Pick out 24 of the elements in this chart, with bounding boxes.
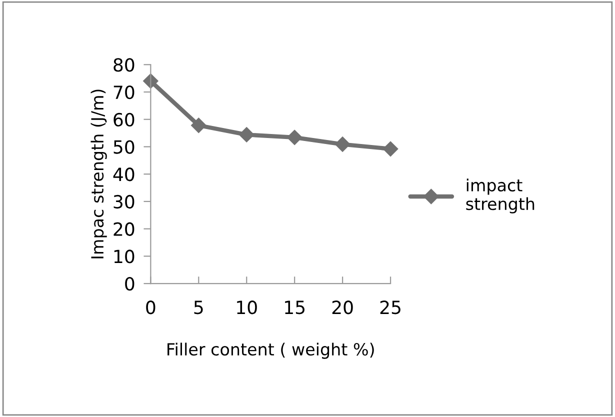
x-tick-label: 15	[285, 300, 304, 314]
x-axis-title: Filler content ( weight %)	[168, 342, 374, 359]
y-axis-title: Impac strength (J/m)	[90, 90, 107, 258]
y-tick-label: 30	[114, 194, 134, 209]
y-tick-label: 20	[114, 222, 134, 236]
point	[143, 73, 158, 89]
y-tick-label: 60	[114, 112, 134, 126]
point	[287, 130, 302, 145]
x-tick-label: 0	[146, 300, 156, 314]
y-tick-label: 0	[125, 277, 134, 291]
x-tick-label: 10	[237, 300, 257, 314]
point	[382, 141, 398, 156]
x-tick-label: 25	[380, 300, 400, 314]
x-tick-label: 20	[332, 300, 353, 314]
legend-label: impact strength	[466, 178, 534, 214]
point	[334, 136, 350, 152]
point	[239, 127, 254, 142]
y-tick-label: 70	[114, 85, 134, 100]
y-tick-label: 10	[114, 250, 134, 264]
y-tick-label: 40	[113, 168, 134, 182]
y-tick-label: 50	[114, 140, 134, 154]
y-tick-label: 80	[114, 58, 134, 72]
x-tick-label: 5	[194, 300, 203, 314]
point	[191, 118, 206, 133]
